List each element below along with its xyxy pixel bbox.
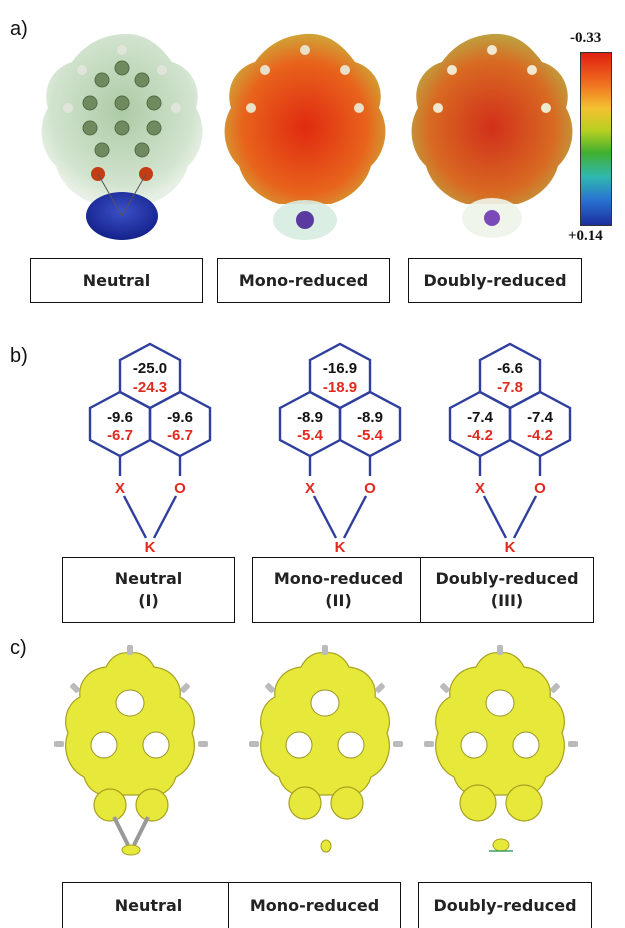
label-roman: (II) [325,591,352,610]
nics-left-black: -7.4 [467,409,494,426]
nics-top-red: -18.9 [323,379,357,396]
panel-b-label-neutral: Neutral (I) [62,557,235,623]
nics-top-black: -6.6 [497,360,523,377]
label-text: Neutral [82,270,151,290]
nics-right-red: -4.2 [527,427,553,444]
atom-o: O [364,480,376,497]
nics-left-black: -8.9 [297,409,323,426]
nics-top-black: -25.0 [133,360,167,377]
atom-x: X [305,480,315,497]
nics-right-red: -5.4 [357,427,384,444]
atom-x: X [115,480,125,497]
acid-plot-doubly-reduced [424,645,578,852]
esp-map-mono-reduced [224,33,386,240]
label-text: Neutral [114,895,183,915]
acid-plot-mono-reduced [249,645,403,853]
nics-right-black: -9.6 [167,409,193,426]
label-roman: (I) [138,591,159,610]
acid-plot-neutral [54,645,208,856]
colorbar [580,52,612,226]
panel-a-label: a) [10,18,28,40]
panel-c-label-doubly-reduced: Doubly-reduced [418,882,592,928]
label-text: Doubly-reduced [423,270,567,290]
atom-k: K [335,539,346,556]
panel-b-label: b) [10,345,28,367]
nics-right-black: -7.4 [527,409,554,426]
atom-x: X [475,480,485,497]
atom-k: K [505,539,516,556]
panel-a-label-neutral: Neutral [30,258,203,303]
nics-left-red: -4.2 [467,427,493,444]
atom-o: O [174,480,186,497]
label-text: Mono-reduced [249,895,380,915]
panel-a-label-doubly-reduced: Doubly-reduced [408,258,582,303]
esp-map-neutral [41,33,203,240]
nics-left-red: -6.7 [107,427,133,444]
label-text: Neutral [114,569,183,589]
nics-top-red: -7.8 [497,379,523,396]
label-roman: (III) [490,591,524,610]
panel-b-label-doubly-reduced: Doubly-reduced (III) [420,557,594,623]
label-text: Doubly-reduced [433,895,577,915]
panel-c-label-neutral: Neutral [62,882,235,928]
nics-diagram-doubly-reduced: -6.6 -7.8 -7.4 -4.2 -7.4 -4.2 X O K [448,342,572,556]
nics-right-red: -6.7 [167,427,193,444]
panel-a-label-mono-reduced: Mono-reduced [217,258,390,303]
atom-o: O [534,480,546,497]
label-text: Doubly-reduced [435,569,579,589]
nics-left-black: -9.6 [107,409,133,426]
nics-right-black: -8.9 [357,409,383,426]
label-text: Mono-reduced [273,569,404,589]
panel-b-label-mono-reduced: Mono-reduced (II) [252,557,425,623]
colorbar-min-label: +0.14 [568,228,603,244]
colorbar-max-label: -0.33 [570,30,602,46]
panel-c-label-mono-reduced: Mono-reduced [228,882,401,928]
atom-k: K [145,539,156,556]
label-text: Mono-reduced [238,270,369,290]
nics-diagram-mono-reduced: -16.9 -18.9 -8.9 -5.4 -8.9 -5.4 X O K [278,342,402,556]
esp-map-doubly-reduced [411,33,573,238]
nics-top-black: -16.9 [323,360,357,377]
nics-left-red: -5.4 [297,427,324,444]
panel-c-label: c) [10,637,27,659]
nics-diagram-neutral: -25.0 -24.3 -9.6 -6.7 -9.6 -6.7 X O K [88,342,212,556]
nics-top-red: -24.3 [133,379,167,396]
